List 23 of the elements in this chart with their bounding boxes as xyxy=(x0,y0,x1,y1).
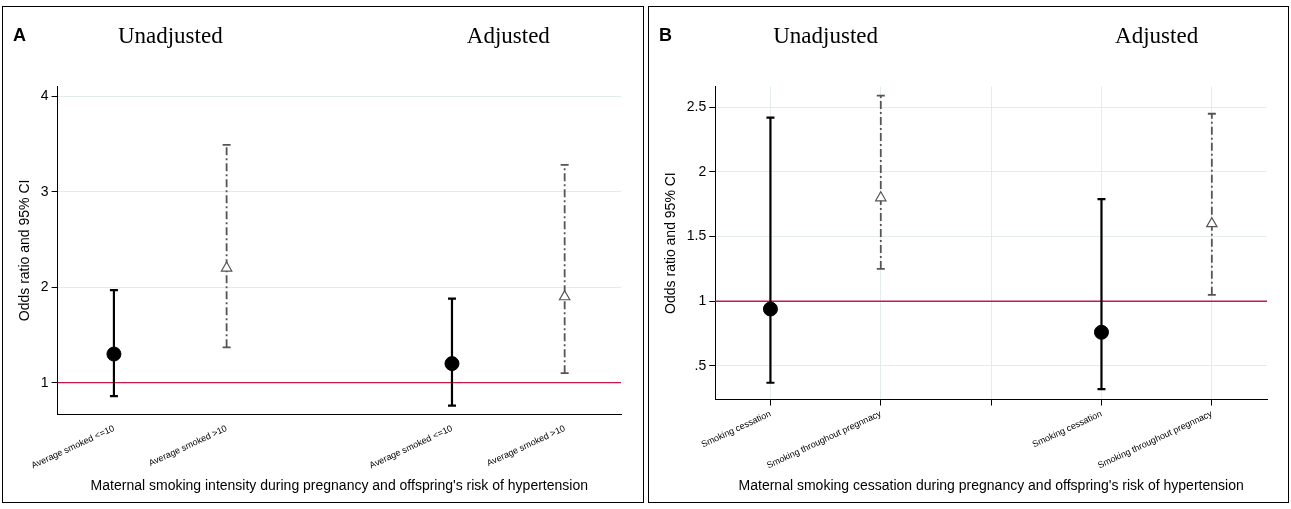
point xyxy=(1093,324,1109,340)
y-tick-label: 2 xyxy=(40,278,49,295)
chart-title: B xyxy=(658,24,672,45)
y-tick-label: .5 xyxy=(694,356,706,373)
y-tick-label: 3 xyxy=(40,182,49,199)
x-axis-title: Maternal smoking cessation during pregnancy and offspring's risk of hypertension xyxy=(738,477,1244,494)
y-tick-label: 4 xyxy=(40,87,49,104)
y-tick-label: 1 xyxy=(697,292,706,309)
text: Adjusted xyxy=(1114,23,1199,49)
point xyxy=(874,191,887,202)
y-tick-label: 2.5 xyxy=(686,98,706,115)
text: Adjusted xyxy=(466,23,551,49)
text: Unadjusted xyxy=(772,23,878,49)
y-tick-label: 2 xyxy=(697,162,706,179)
y-tick-label: 1 xyxy=(40,373,49,390)
text: Unadjusted xyxy=(117,23,224,49)
point xyxy=(1205,217,1218,228)
x-axis-title: Maternal smoking intensity during pregnancy and offspring's risk of hypertension xyxy=(90,477,588,494)
y-axis-title: Odds ratio and 95% CI xyxy=(661,172,678,314)
chart-title: A xyxy=(13,24,26,45)
y-axis-title: Odds ratio and 95% CI xyxy=(16,179,33,322)
y-tick-label: 1.5 xyxy=(686,227,706,244)
point xyxy=(762,301,778,317)
